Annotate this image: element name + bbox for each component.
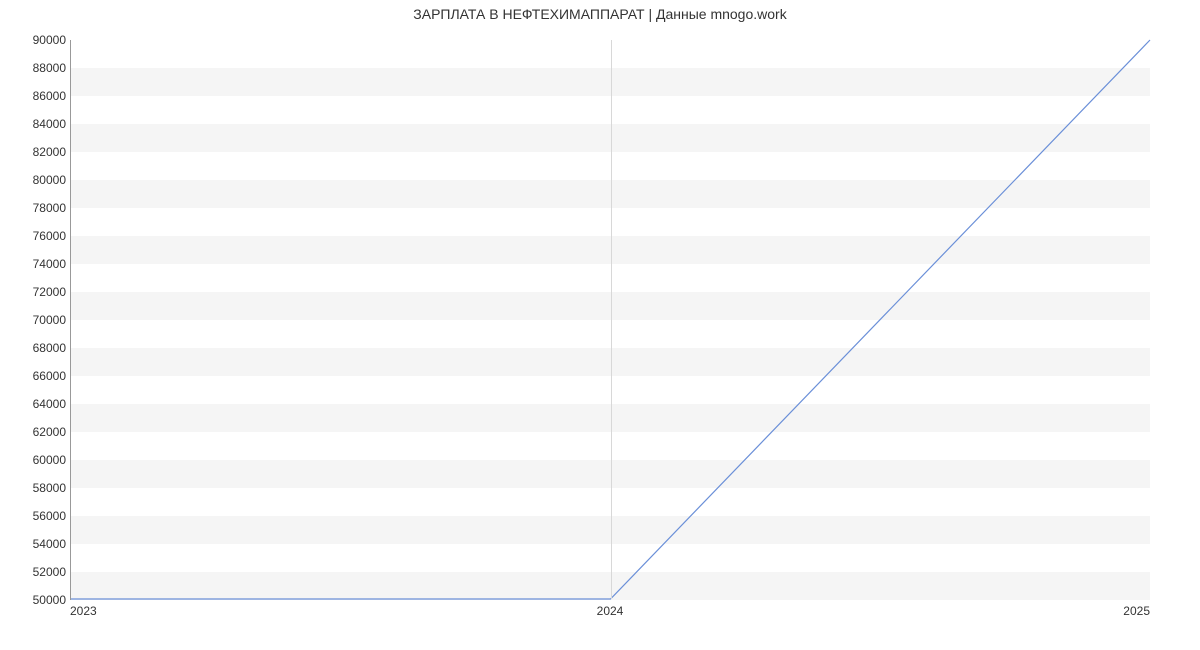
plot-area: [70, 40, 1150, 600]
y-axis-label: 90000: [6, 33, 66, 47]
y-axis-label: 70000: [6, 313, 66, 327]
y-axis-label: 84000: [6, 117, 66, 131]
x-axis-label: 2025: [1123, 604, 1150, 618]
y-axis-label: 60000: [6, 453, 66, 467]
y-axis-label: 76000: [6, 229, 66, 243]
y-axis-label: 82000: [6, 145, 66, 159]
chart-title: ЗАРПЛАТА В НЕФТЕХИМАППАРАТ | Данные mnog…: [0, 6, 1200, 22]
y-axis-label: 74000: [6, 257, 66, 271]
y-axis-label: 80000: [6, 173, 66, 187]
y-axis-label: 72000: [6, 285, 66, 299]
y-axis-label: 66000: [6, 369, 66, 383]
y-axis-label: 58000: [6, 481, 66, 495]
x-axis-label: 2024: [597, 604, 624, 618]
y-axis-label: 62000: [6, 425, 66, 439]
y-axis-label: 64000: [6, 397, 66, 411]
x-gridline: [611, 40, 612, 599]
y-axis-label: 52000: [6, 565, 66, 579]
chart-container: ЗАРПЛАТА В НЕФТЕХИМАППАРАТ | Данные mnog…: [0, 0, 1200, 650]
x-axis-label: 2023: [70, 604, 97, 618]
y-axis-label: 88000: [6, 61, 66, 75]
y-axis-label: 50000: [6, 593, 66, 607]
y-axis-label: 54000: [6, 537, 66, 551]
y-axis-label: 86000: [6, 89, 66, 103]
y-axis-label: 78000: [6, 201, 66, 215]
y-axis-label: 68000: [6, 341, 66, 355]
y-axis-label: 56000: [6, 509, 66, 523]
